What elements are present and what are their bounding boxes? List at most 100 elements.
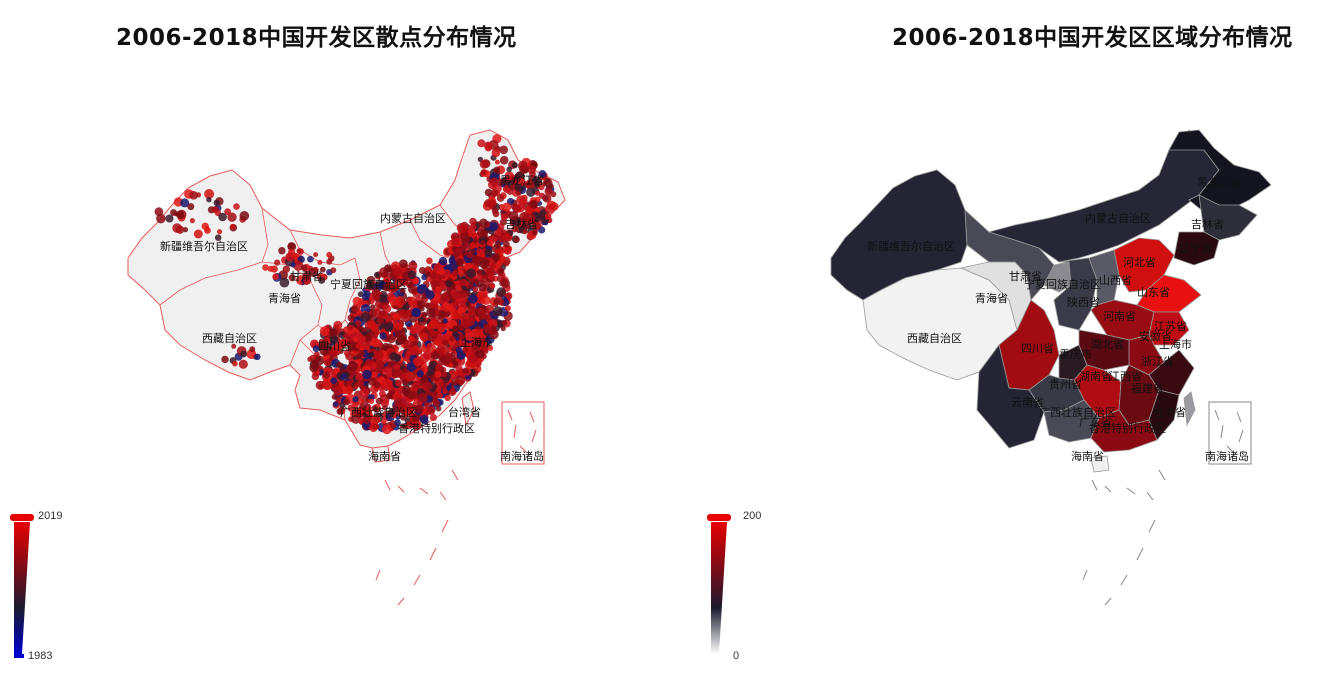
scatter-point[interactable]	[500, 213, 508, 221]
scatter-point[interactable]	[180, 198, 190, 208]
scatter-point[interactable]	[412, 308, 422, 318]
scatter-point[interactable]	[444, 351, 451, 358]
scatter-point[interactable]	[233, 203, 240, 210]
scatter-point[interactable]	[359, 403, 367, 411]
scatter-point[interactable]	[429, 272, 438, 280]
scatter-point[interactable]	[156, 213, 166, 224]
scatter-point[interactable]	[405, 420, 414, 429]
scatter-point[interactable]	[462, 312, 470, 320]
scatter-point[interactable]	[398, 259, 408, 269]
scatter-point[interactable]	[419, 332, 429, 341]
scatter-point[interactable]	[343, 333, 349, 339]
scatter-point[interactable]	[475, 273, 483, 281]
scatter-point[interactable]	[333, 320, 343, 330]
scatter-point[interactable]	[501, 319, 508, 326]
scatter-point[interactable]	[484, 199, 492, 208]
scatter-point[interactable]	[351, 305, 359, 313]
scatter-point[interactable]	[513, 236, 520, 243]
scatter-point[interactable]	[371, 288, 381, 297]
scatter-point[interactable]	[367, 320, 376, 329]
scatter-point[interactable]	[445, 280, 453, 288]
scatter-point[interactable]	[189, 191, 198, 200]
scatter-point[interactable]	[477, 139, 486, 148]
scatter-point[interactable]	[504, 171, 514, 181]
scatter-point[interactable]	[519, 197, 528, 206]
scatter-point[interactable]	[426, 257, 433, 265]
scatter-point[interactable]	[272, 273, 279, 281]
scatter-point[interactable]	[279, 277, 290, 288]
scatter-point[interactable]	[384, 264, 392, 273]
scatter-point[interactable]	[431, 321, 439, 329]
scatter-point[interactable]	[311, 372, 320, 381]
scatter-point[interactable]	[300, 264, 308, 272]
scatter-point[interactable]	[379, 332, 387, 340]
scatter-point[interactable]	[421, 274, 428, 281]
scatter-point[interactable]	[503, 240, 510, 248]
scatter-point[interactable]	[484, 188, 493, 197]
scatter-point[interactable]	[416, 284, 427, 295]
scatter-point[interactable]	[462, 367, 469, 374]
scatter-point[interactable]	[407, 270, 417, 280]
scatter-point[interactable]	[384, 322, 394, 332]
scatter-point[interactable]	[371, 338, 381, 348]
scatter-point[interactable]	[499, 280, 505, 287]
scatter-point[interactable]	[319, 266, 326, 273]
scatter-point[interactable]	[409, 327, 417, 335]
scatter-point[interactable]	[486, 239, 494, 247]
scatter-point[interactable]	[232, 360, 238, 367]
scatter-point[interactable]	[544, 213, 552, 220]
scatter-point[interactable]	[318, 277, 326, 284]
scatter-point[interactable]	[392, 368, 403, 378]
scatter-point[interactable]	[533, 181, 540, 188]
scatter-point[interactable]	[490, 263, 496, 269]
scatter-point[interactable]	[274, 259, 281, 266]
scatter-point[interactable]	[457, 306, 466, 315]
scatter-point[interactable]	[481, 169, 487, 175]
scatter-point[interactable]	[374, 295, 380, 302]
scatter-point[interactable]	[439, 381, 448, 390]
scatter-point[interactable]	[412, 277, 419, 284]
scatter-point[interactable]	[490, 325, 496, 331]
scatter-point[interactable]	[303, 278, 310, 285]
scatter-point[interactable]	[451, 346, 457, 352]
scatter-point[interactable]	[395, 379, 403, 387]
scatter-point[interactable]	[393, 319, 399, 324]
scatter-point[interactable]	[511, 162, 518, 169]
scatter-point[interactable]	[448, 336, 455, 342]
scatter-point[interactable]	[484, 248, 493, 257]
scatter-point[interactable]	[504, 187, 510, 193]
scatter-point[interactable]	[412, 414, 420, 422]
scatter-point[interactable]	[348, 324, 354, 331]
scatter-point[interactable]	[400, 423, 405, 429]
scatter-point[interactable]	[360, 312, 371, 323]
scatter-point[interactable]	[480, 240, 486, 245]
scatter-point[interactable]	[505, 292, 513, 300]
scatter-point[interactable]	[337, 342, 345, 349]
scatter-point[interactable]	[425, 342, 436, 353]
scatter-point[interactable]	[499, 155, 509, 165]
scatter-point[interactable]	[485, 314, 492, 321]
scatter-point[interactable]	[358, 350, 365, 357]
scatter-point[interactable]	[189, 218, 195, 224]
scatter-point[interactable]	[452, 301, 460, 309]
scatter-point[interactable]	[434, 370, 442, 378]
scatter-point[interactable]	[458, 325, 464, 331]
scatter-point[interactable]	[465, 316, 475, 327]
scatter-point[interactable]	[317, 259, 323, 265]
scatter-point[interactable]	[296, 248, 303, 254]
scatter-point[interactable]	[382, 304, 392, 314]
scatter-point[interactable]	[355, 372, 364, 381]
scatter-point[interactable]	[371, 371, 378, 379]
scatter-point[interactable]	[427, 364, 434, 371]
scatter-point[interactable]	[421, 293, 427, 300]
scatter-point[interactable]	[349, 341, 356, 347]
scatter-point[interactable]	[527, 165, 536, 174]
scatter-point[interactable]	[456, 258, 464, 266]
scatter-point[interactable]	[388, 408, 396, 416]
scatter-point[interactable]	[362, 369, 372, 380]
scatter-point[interactable]	[355, 320, 362, 327]
choropleth-legend-handle-top[interactable]	[707, 514, 731, 521]
scatter-point[interactable]	[360, 385, 367, 392]
scatter-point[interactable]	[345, 386, 354, 395]
scatter-point[interactable]	[213, 199, 220, 206]
